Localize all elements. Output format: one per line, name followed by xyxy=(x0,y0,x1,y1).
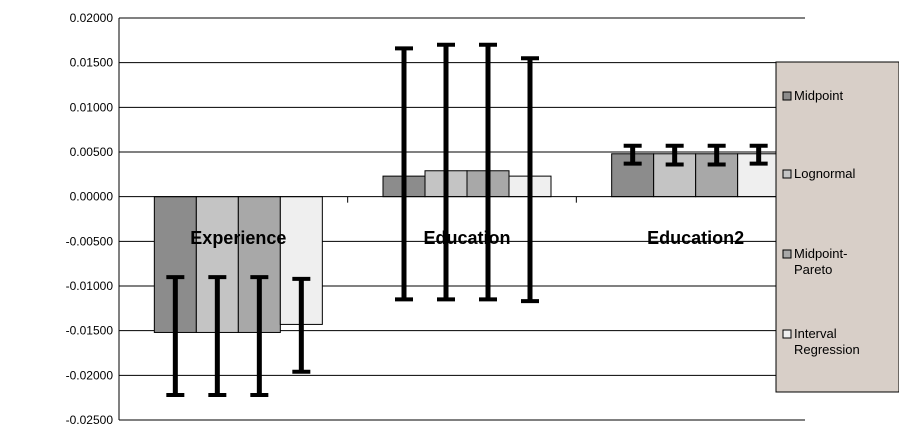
legend-box xyxy=(775,61,899,393)
legend-swatch-2 xyxy=(782,169,792,179)
y-tick-label: 0.00500 xyxy=(70,145,114,159)
legend-swatch-4 xyxy=(782,329,792,339)
legend-label-1: Midpoint xyxy=(794,88,844,103)
legend-label-2: Lognormal xyxy=(794,166,856,181)
y-tick-label: -0.00500 xyxy=(66,234,114,248)
legend-label-4: Interval Regression xyxy=(794,326,860,357)
y-tick-label: 0.00000 xyxy=(70,190,114,204)
y-tick-label: 0.01500 xyxy=(70,56,114,70)
y-tick-label: -0.01000 xyxy=(66,279,114,293)
y-tick-label: -0.01500 xyxy=(66,324,114,338)
legend-swatch-1 xyxy=(782,91,792,101)
y-tick-label: 0.02000 xyxy=(70,11,114,25)
y-tick-label: 0.01000 xyxy=(70,100,114,114)
y-tick-label: -0.02000 xyxy=(66,368,114,382)
y-tick-label: -0.02500 xyxy=(66,413,114,427)
category-label: Education2 xyxy=(647,228,744,248)
category-label: Education xyxy=(423,228,510,248)
legend-swatch-3 xyxy=(782,249,792,259)
category-label: Experience xyxy=(190,228,286,248)
legend-label-3: Midpoint-Pareto xyxy=(794,246,847,277)
